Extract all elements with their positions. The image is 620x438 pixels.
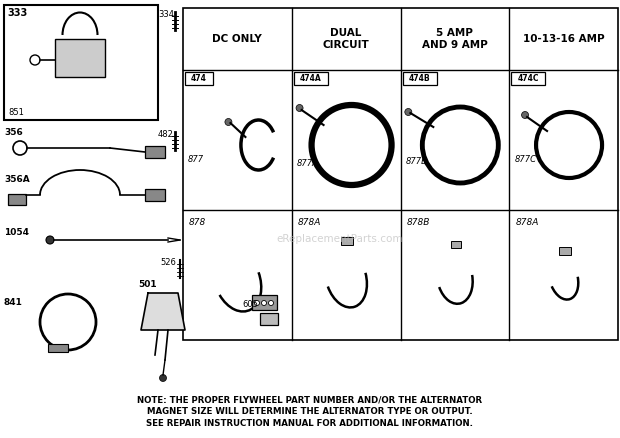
Circle shape (521, 112, 529, 119)
Polygon shape (141, 293, 185, 330)
Circle shape (159, 374, 167, 381)
Text: 1054: 1054 (4, 228, 29, 237)
Text: 878: 878 (189, 218, 206, 227)
Text: 5 AMP
AND 9 AMP: 5 AMP AND 9 AMP (422, 28, 488, 50)
Text: 474C: 474C (518, 74, 539, 83)
Circle shape (46, 236, 54, 244)
Text: 474B: 474B (409, 74, 430, 83)
Bar (559, 247, 570, 255)
Text: 356: 356 (4, 128, 23, 137)
Text: eReplacementParts.com: eReplacementParts.com (277, 234, 403, 244)
Bar (183, 8, 618, 340)
Bar (512, 72, 545, 85)
Bar (252, 295, 277, 310)
Circle shape (405, 109, 412, 116)
Bar (185, 72, 213, 85)
Text: 482: 482 (158, 130, 174, 139)
Bar (4, 5, 158, 120)
Bar (55, 39, 105, 77)
Circle shape (225, 119, 232, 126)
Bar (145, 189, 165, 201)
Circle shape (262, 300, 267, 305)
Text: 501: 501 (138, 280, 157, 289)
Bar (260, 313, 278, 325)
Text: DUAL
CIRCUIT: DUAL CIRCUIT (323, 28, 370, 50)
Text: 356A: 356A (4, 175, 30, 184)
Bar (294, 72, 328, 85)
Text: 878B: 878B (407, 218, 430, 227)
Text: 334: 334 (158, 10, 174, 19)
Circle shape (296, 105, 303, 112)
Circle shape (268, 300, 273, 305)
Text: DC ONLY: DC ONLY (213, 34, 262, 44)
Bar (48, 344, 68, 352)
Text: 878A: 878A (515, 218, 539, 227)
Text: 877B: 877B (405, 156, 427, 166)
Circle shape (254, 300, 260, 305)
Text: 333: 333 (7, 8, 27, 18)
Bar (8, 194, 26, 205)
Text: 877A: 877A (297, 159, 319, 167)
Bar (402, 72, 436, 85)
Text: 878A: 878A (298, 218, 321, 227)
Text: 877: 877 (188, 155, 204, 165)
Text: 10-13-16 AMP: 10-13-16 AMP (523, 34, 604, 44)
Text: NOTE: THE PROPER FLYWHEEL PART NUMBER AND/OR THE ALTERNATOR
MAGNET SIZE WILL DET: NOTE: THE PROPER FLYWHEEL PART NUMBER AN… (138, 396, 482, 428)
Text: 851: 851 (8, 108, 24, 117)
Text: 877C: 877C (514, 155, 536, 163)
Bar (341, 237, 353, 245)
Text: 526: 526 (160, 258, 176, 267)
Text: 474A: 474A (300, 74, 322, 83)
Bar (451, 241, 461, 248)
Text: 605: 605 (242, 300, 258, 309)
Bar (145, 146, 165, 158)
Text: 841: 841 (4, 298, 23, 307)
Text: 474: 474 (191, 74, 207, 83)
